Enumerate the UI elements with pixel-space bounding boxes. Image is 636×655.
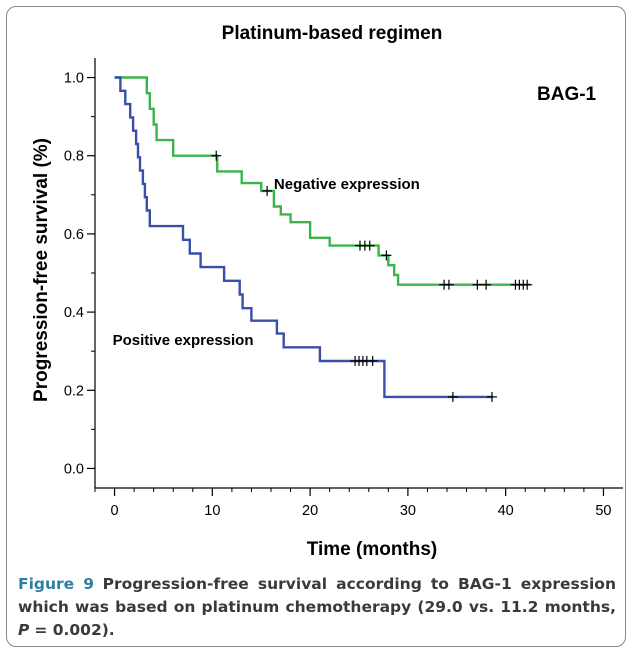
caption-label: Figure 9 [18,575,95,593]
series-line-negative [114,76,531,286]
censor-mark-negative [522,279,533,290]
series-line-positive [114,76,493,399]
x-tick-label: 30 [400,503,416,519]
censor-mark-negative [262,185,273,196]
y-tick-label: 0.2 [64,383,84,399]
censor-mark-positive [486,391,497,402]
y-tick-label: 1.0 [64,71,84,87]
y-tick-label: 0.6 [64,227,84,243]
x-tick-label: 0 [111,503,119,519]
panel-label: BAG-1 [537,84,597,105]
caption-p-value: = 0.002). [34,621,115,639]
caption-p-symbol: P [18,621,30,639]
caption-text: Progression-free survival according to B… [18,575,616,616]
survival-chart: Platinum-based regimen BAG-1 Progression… [31,23,623,560]
censor-mark-positive [447,391,458,402]
annotation-negative-expression: Negative expression [274,176,420,193]
y-axis-label: Progression-free survival (%) [31,138,52,402]
annotation-positive-expression: Positive expression [113,332,254,349]
censor-mark-negative [472,279,483,290]
chart-title: Platinum-based regimen [222,23,443,44]
y-tick-label: 0.4 [64,305,84,321]
censor-mark-negative [443,279,454,290]
censor-mark-negative [381,250,392,261]
censor-mark-negative [481,279,492,290]
x-tick-label: 50 [595,503,611,519]
y-tick-label: 0.0 [64,461,84,477]
x-tick-label: 10 [204,503,220,519]
x-axis-label: Time (months) [307,539,438,560]
x-tick-label: 20 [302,503,318,519]
x-tick-label: 40 [498,503,514,519]
censor-mark-negative [211,150,222,161]
figure-caption: Figure 9 Progression-free survival accor… [18,573,616,642]
figure-frame [6,6,626,647]
censor-mark-negative [364,240,375,251]
y-tick-label: 0.8 [64,149,84,165]
censor-mark-positive [367,355,378,366]
